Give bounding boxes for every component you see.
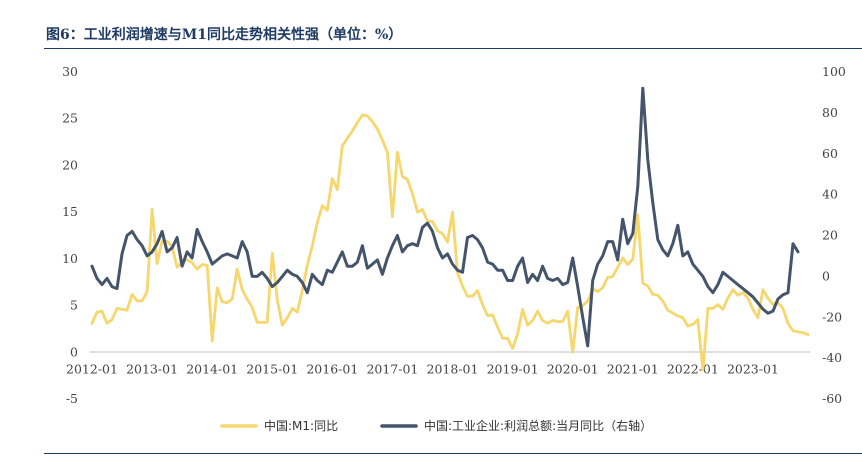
bottom-rule [44, 453, 862, 454]
right-tick-label: -60 [822, 391, 842, 406]
right-tick-label: 20 [822, 228, 838, 243]
x-tick-label: 2021-01 [607, 361, 659, 376]
right-tick-label: 0 [822, 268, 830, 283]
right-tick-label: 100 [822, 64, 846, 79]
right-tick-label: -40 [822, 350, 842, 365]
legend: 中国:M1:同比 中国:工业企业:利润总额:当月同比（右轴） [220, 418, 652, 433]
legend-label: 中国:M1:同比 [264, 418, 338, 433]
legend-label: 中国:工业企业:利润总额:当月同比（右轴） [424, 418, 652, 433]
series-line-industrial-profit [90, 86, 800, 348]
left-tick-label: 0 [70, 344, 78, 359]
right-tick-label: -20 [822, 309, 842, 324]
x-tick-label: 2015-01 [246, 361, 298, 376]
right-tick-label: 60 [822, 146, 838, 161]
left-tick-label: 15 [62, 204, 78, 219]
x-tick-label: 2018-01 [427, 361, 479, 376]
series-line-m1 [90, 113, 810, 372]
series-layer [90, 86, 810, 372]
x-tick-label: 2022-01 [667, 361, 719, 376]
x-tick-label: 2017-01 [366, 361, 418, 376]
x-tick-label: 2013-01 [126, 361, 178, 376]
left-tick-label: 25 [62, 111, 78, 126]
x-tick-label: 2020-01 [547, 361, 599, 376]
x-tick-label: 2014-01 [186, 361, 238, 376]
x-tick-label: 2016-01 [306, 361, 358, 376]
left-tick-label: 10 [62, 251, 78, 266]
left-tick-label: 5 [70, 298, 78, 313]
x-axis: 2012-01 2013-01 2014-01 2015-01 2016-01 2017-… [66, 361, 779, 376]
right-tick-label: 80 [822, 105, 838, 120]
x-tick-label: 2019-01 [487, 361, 539, 376]
left-tick-label: -5 [66, 391, 78, 406]
x-tick-label: 2012-01 [66, 361, 118, 376]
right-axis: 100 80 60 40 20 0 -20 -40 -60 [822, 64, 846, 406]
title-rule [44, 48, 862, 49]
x-tick-label: 2023-01 [727, 361, 779, 376]
left-axis: 30 25 20 15 10 5 0 -5 [62, 64, 78, 406]
chart-title: 图6：工业利润增速与M1同比走势相关性强（单位：%） [46, 27, 403, 43]
left-tick-label: 20 [62, 157, 78, 172]
right-tick-label: 40 [822, 187, 838, 202]
left-tick-label: 30 [62, 64, 78, 79]
